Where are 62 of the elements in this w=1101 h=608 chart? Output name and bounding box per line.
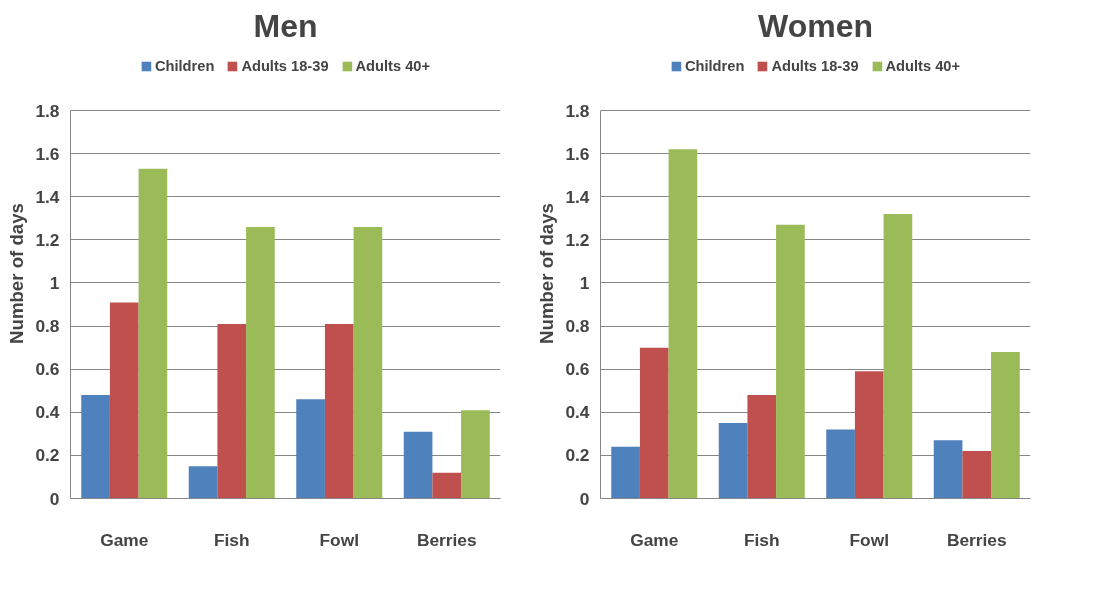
x-tick-label: Fowl: [319, 529, 359, 550]
y-tick-label: 1.6: [565, 143, 590, 164]
bar: [246, 226, 275, 499]
bar: [854, 371, 884, 499]
legend-label: Children: [154, 58, 215, 74]
bar: [324, 323, 354, 499]
legend-label: Adults 40+: [885, 58, 961, 74]
x-tick-label: Berries: [946, 529, 1007, 550]
bar: [109, 302, 139, 499]
bar: [747, 395, 777, 499]
bar: [138, 168, 168, 499]
bar: [296, 399, 325, 499]
y-tick-label: 1.2: [565, 229, 590, 250]
y-tick-label: 0.6: [565, 359, 590, 380]
bar: [826, 429, 855, 499]
y-tick-label: 0: [579, 488, 590, 509]
bar: [718, 423, 748, 499]
x-tick-label: Fish: [743, 529, 780, 550]
bar: [883, 214, 913, 499]
y-tick-label: 1.8: [565, 100, 590, 121]
bar: [668, 149, 698, 499]
bar: [403, 431, 433, 499]
legend-label: Adults 18-39: [241, 58, 329, 74]
y-tick-label: 0.2: [35, 445, 60, 466]
y-axis-title: Number of days: [536, 202, 558, 344]
y-tick-label: 1.8: [35, 100, 60, 121]
bar: [962, 451, 992, 499]
y-tick-label: 0.8: [35, 316, 60, 337]
x-tick-label: Game: [630, 529, 679, 550]
y-tick-label: 0.6: [35, 359, 60, 380]
bar: [432, 472, 462, 499]
y-tick-label: 1.4: [35, 186, 60, 207]
bar: [81, 395, 110, 499]
bar: [639, 347, 669, 499]
y-tick-label: 1.6: [35, 143, 60, 164]
bar: [188, 466, 218, 499]
legend-label: Adults 40+: [355, 58, 431, 74]
bar: [217, 323, 247, 499]
x-tick-label: Fowl: [849, 529, 889, 550]
y-tick-label: 0.2: [565, 445, 590, 466]
y-axis-title: Number of days: [6, 202, 28, 344]
y-tick-label: 1: [579, 272, 590, 293]
bar: [776, 224, 805, 499]
bar: [611, 446, 640, 499]
y-tick-label: 0: [49, 488, 60, 509]
legend-label: Children: [684, 58, 745, 74]
y-tick-label: 0.4: [565, 402, 590, 423]
y-tick-label: 1.2: [35, 229, 60, 250]
legend-label: Adults 18-39: [771, 58, 859, 74]
y-tick-label: 1.4: [565, 186, 590, 207]
bar: [353, 226, 383, 499]
bar: [933, 440, 963, 499]
x-tick-label: Fish: [213, 529, 250, 550]
y-tick-label: 0.8: [565, 316, 590, 337]
bar: [991, 351, 1020, 499]
y-tick-label: 1: [49, 272, 60, 293]
bar: [461, 410, 490, 499]
x-tick-label: Berries: [416, 529, 477, 550]
chart-title: Women: [758, 7, 873, 44]
x-tick-label: Game: [100, 529, 149, 550]
y-tick-label: 0.4: [35, 402, 60, 423]
chart-title: Men: [253, 7, 318, 44]
